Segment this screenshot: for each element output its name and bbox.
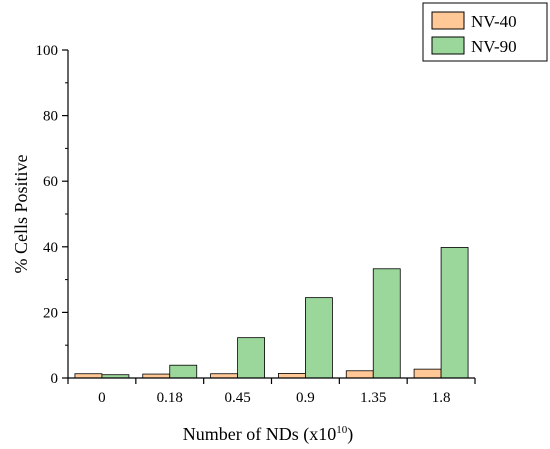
x-axis-label-close: ) bbox=[347, 424, 353, 445]
bar-nv-40-0.45 bbox=[210, 373, 238, 379]
x-tick-label-0.9: 0.9 bbox=[296, 390, 315, 406]
legend-label-nv-90: NV-90 bbox=[471, 37, 517, 56]
bar-nv-90-1.8 bbox=[440, 247, 469, 379]
bar-nv-90-0.9 bbox=[305, 297, 333, 379]
bar-nv-40-1.35 bbox=[345, 370, 374, 379]
x-tick-label-1.35: 1.35 bbox=[360, 390, 386, 406]
bar-nv-40-0 bbox=[74, 373, 103, 379]
bars-layer bbox=[74, 247, 469, 379]
y-tick-label-0: 0 bbox=[51, 371, 59, 387]
y-tick-label-20: 20 bbox=[43, 305, 58, 321]
y-tick-label-60: 60 bbox=[43, 174, 58, 190]
x-axis-label: Number of NDs (x1010) bbox=[183, 424, 353, 445]
y-axis-label: % Cells Positive bbox=[11, 154, 31, 273]
y-tick-label-40: 40 bbox=[43, 240, 58, 256]
bar-nv-90-0.18 bbox=[169, 364, 198, 379]
bar-nv-90-0.45 bbox=[237, 337, 265, 379]
x-tick-label-1.8: 1.8 bbox=[432, 390, 451, 406]
x-tick-label-0.18: 0.18 bbox=[157, 390, 183, 406]
legend: NV-40 NV-90 bbox=[422, 2, 548, 62]
axes-layer bbox=[67, 50, 475, 379]
y-tick-label-100: 100 bbox=[36, 43, 59, 59]
ticks-layer: 0 20 40 60 80 100 0 0.18 0.45 0.9 1.35 1.8 bbox=[36, 43, 476, 406]
legend-label-nv-40: NV-40 bbox=[471, 12, 517, 31]
x-axis-label-superscript: 10 bbox=[336, 424, 348, 436]
x-tick-label-0: 0 bbox=[98, 390, 106, 406]
bar-nv-90-1.35 bbox=[372, 268, 401, 379]
legend-swatch-nv-40 bbox=[431, 11, 465, 30]
bar-nv-40-0.9 bbox=[278, 373, 306, 379]
x-tick-label-0.45: 0.45 bbox=[224, 390, 250, 406]
bar-nv-40-1.8 bbox=[413, 368, 442, 379]
x-axis-label-text: Number of NDs (x10 bbox=[183, 424, 336, 445]
legend-swatch-nv-90 bbox=[431, 36, 465, 55]
y-tick-label-80: 80 bbox=[43, 109, 58, 125]
